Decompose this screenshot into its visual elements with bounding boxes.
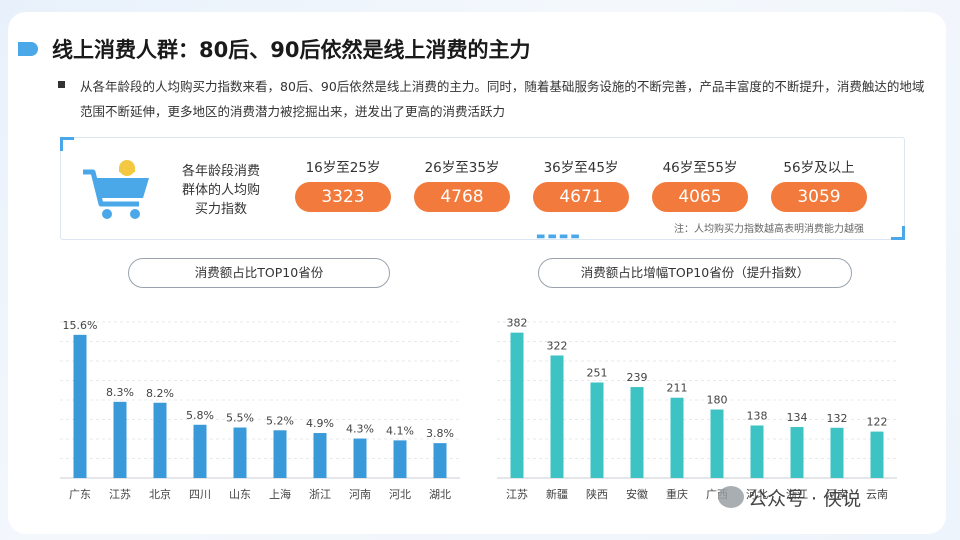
panel-label: 各年龄段消费群体的人均购买力指数: [181, 164, 260, 217]
data-label: 382: [507, 317, 528, 330]
bullet-icon: [58, 81, 65, 88]
data-label: 5.2%: [266, 414, 294, 427]
category-label: 浙江: [786, 488, 808, 501]
bar: [313, 433, 327, 478]
data-label: 4.3%: [346, 423, 374, 436]
data-label: 4.9%: [306, 417, 334, 430]
data-label: 4.1%: [386, 424, 414, 437]
category-label: 重庆: [666, 487, 688, 501]
category-label: 四川: [189, 488, 211, 501]
panel-corner-top-left: [60, 137, 74, 151]
category-label: 江苏: [506, 488, 528, 501]
category-label: 江苏: [109, 488, 131, 501]
category-label: 河南: [349, 488, 371, 501]
data-label: 8.2%: [146, 387, 174, 400]
data-label: 15.6%: [63, 319, 98, 332]
description-text: 从各年龄段的人均购买力指数来看，80后、90后依然是线上消费的主力。同时，随着基…: [80, 79, 925, 119]
panel-corner-bottom-right: [891, 226, 905, 240]
data-label: 138: [747, 409, 768, 422]
age-group-value: 4065: [652, 182, 748, 212]
category-label: 河北: [746, 488, 768, 501]
age-group-value: 4768: [414, 182, 510, 212]
data-label: 122: [867, 416, 888, 429]
bar: [510, 332, 524, 478]
bar: [233, 427, 247, 478]
title-accent: [18, 42, 38, 56]
data-label: 322: [547, 339, 568, 352]
bar: [590, 382, 604, 478]
chart1-title: 消费额占比TOP10省份: [128, 258, 390, 288]
panel-dots: ▬▬▬▬: [536, 231, 582, 242]
age-group-label: 36岁至45岁: [543, 160, 619, 176]
age-group-value: 3059: [771, 182, 867, 212]
category-label: 山东: [229, 488, 251, 501]
bar: [750, 425, 764, 478]
category-label: 云南: [866, 488, 888, 501]
bar: [393, 440, 407, 478]
chart2-provinces-growth: 382江苏322新疆251陕西239安徽211重庆180广西138河北134浙江…: [497, 317, 897, 501]
category-label: 广东: [69, 488, 91, 501]
bar: [273, 430, 287, 478]
category-label: 河南: [826, 488, 848, 501]
category-label: 浙江: [309, 488, 331, 501]
category-label: 北京: [149, 487, 171, 501]
age-group-label: 16岁至25岁: [305, 160, 381, 176]
age-group-label: 56岁及以上: [783, 160, 855, 176]
bar: [73, 334, 87, 478]
chart1-provinces-share: 15.6% 广东 8.3% 江苏 8.2% 北京 5.8% 四川 5.5% 山东 5.2% 上海 4.9…: [60, 319, 460, 501]
data-label: 132: [827, 412, 848, 425]
watermark: 公众号 · 侠说: [748, 488, 862, 510]
purchasing-power-panel: ▬▬▬▬ 各年龄段消费群体的人均购买力指数 16岁至25岁 3323 26岁至35岁…: [60, 137, 905, 242]
data-label: 134: [787, 411, 808, 424]
category-label: 湖北: [429, 488, 451, 501]
shopping-cart-icon: [83, 160, 149, 219]
bar: [550, 355, 564, 478]
bar: [113, 401, 127, 478]
data-label: 211: [667, 382, 688, 395]
bar: [670, 397, 684, 478]
bar: [630, 387, 644, 478]
age-group-label: 46岁至55岁: [662, 160, 738, 176]
age-group-label: 26岁至35岁: [424, 160, 500, 176]
wechat-icon: [718, 486, 744, 508]
bar: [353, 438, 367, 478]
bar: [153, 402, 167, 478]
bar: [193, 424, 207, 478]
data-label: 239: [627, 371, 648, 384]
bar: [830, 427, 844, 478]
category-label: 陕西: [586, 487, 608, 501]
data-label: 3.8%: [426, 427, 454, 440]
bar: [710, 409, 724, 478]
bar: [870, 431, 884, 478]
category-label: 上海: [269, 487, 291, 501]
data-label: 5.8%: [186, 409, 214, 422]
panel-note: 注：人均购买力指数越高表明消费能力越强: [674, 224, 864, 235]
data-label: 8.3%: [106, 386, 134, 399]
age-group-value: 3323: [295, 182, 391, 212]
data-label: 5.5%: [226, 412, 254, 425]
data-label: 180: [707, 394, 728, 407]
category-label: 新疆: [546, 487, 568, 501]
bar: [790, 427, 804, 478]
category-label: 河北: [389, 488, 411, 501]
category-label: 安徽: [626, 487, 648, 501]
age-group-value: 4671: [533, 182, 629, 212]
chart2-title: 消费额占比增幅TOP10省份（提升指数）: [538, 258, 852, 288]
data-label: 251: [587, 366, 608, 379]
page-title: 线上消费人群：80后、90后依然是线上消费的主力: [52, 38, 531, 62]
bar: [433, 443, 447, 478]
